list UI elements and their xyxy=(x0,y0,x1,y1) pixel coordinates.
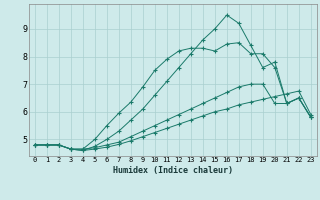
X-axis label: Humidex (Indice chaleur): Humidex (Indice chaleur) xyxy=(113,166,233,175)
